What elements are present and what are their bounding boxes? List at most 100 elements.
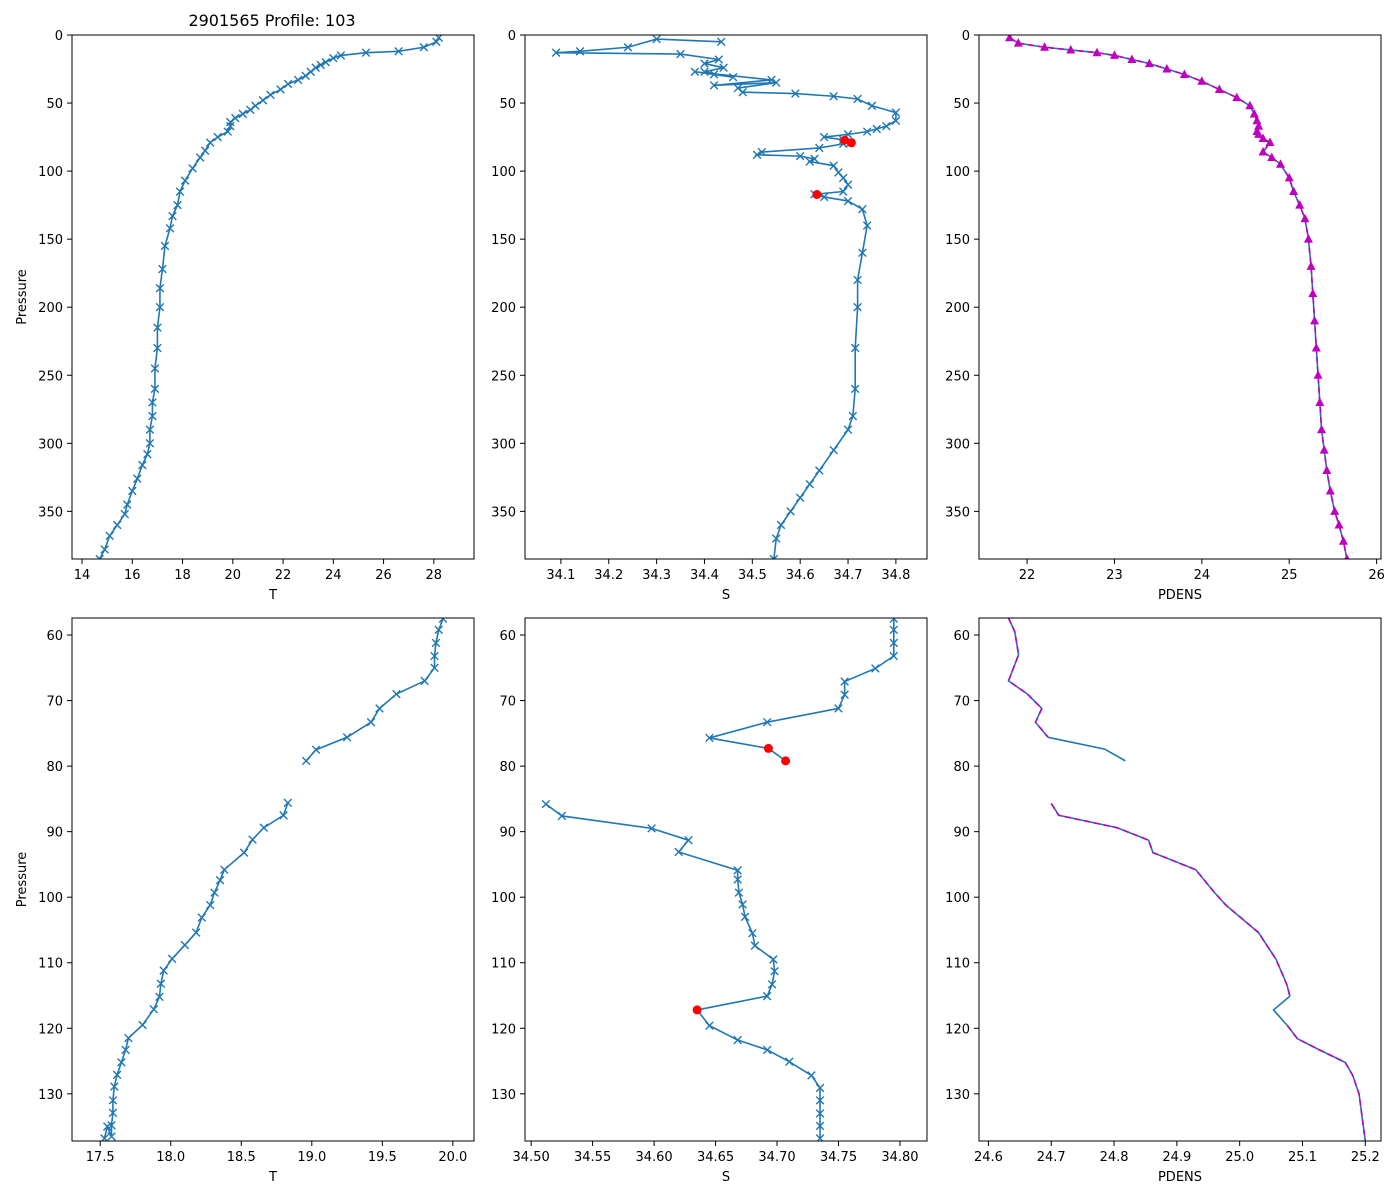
- series-line-dashed: [1050, 803, 1291, 997]
- series-pdens: [1005, 35, 1350, 559]
- x-marker: [700, 67, 709, 77]
- triangle-marker: [1005, 35, 1015, 42]
- x-marker: [138, 1020, 147, 1030]
- triangle-marker: [1276, 159, 1285, 168]
- flag-marker: [812, 190, 822, 200]
- x-tick-label: 34.60: [635, 1150, 672, 1165]
- x-marker: [858, 248, 867, 258]
- series-line: [98, 37, 440, 559]
- triangle-marker: [1197, 76, 1207, 85]
- triangle-marker: [1267, 152, 1277, 161]
- x-marker: [112, 520, 122, 530]
- x-marker: [719, 63, 728, 72]
- x-marker: [762, 717, 772, 727]
- x-marker: [283, 79, 293, 89]
- x-marker: [551, 48, 561, 57]
- x-marker: [805, 479, 815, 489]
- x-tick-label: 24.8: [1100, 1150, 1129, 1165]
- x-marker: [336, 51, 346, 60]
- x-marker: [769, 554, 779, 559]
- flag-marker: [781, 756, 791, 766]
- y-tick-label: 100: [491, 891, 516, 906]
- x-marker: [293, 75, 303, 85]
- x-marker: [248, 835, 257, 844]
- triangle-marker: [1013, 38, 1023, 47]
- triangle-marker: [1109, 50, 1119, 59]
- triangle-marker: [1066, 44, 1076, 54]
- y-tick-label: 60: [953, 629, 970, 644]
- y-tick-label: 90: [499, 826, 516, 841]
- y-tick-label: 120: [491, 1022, 516, 1037]
- x-marker: [858, 204, 867, 214]
- x-marker: [375, 704, 384, 713]
- x-marker: [791, 89, 800, 98]
- triangle-marker: [1214, 84, 1224, 93]
- series-line: [709, 618, 895, 739]
- x-marker: [700, 59, 709, 68]
- x-marker: [430, 651, 439, 661]
- x-tick-label: 34.2: [594, 568, 623, 583]
- x-marker: [149, 1004, 159, 1014]
- series-line: [695, 995, 768, 1027]
- x-axis-label: PDENS: [1158, 588, 1202, 603]
- y-tick-label: 70: [499, 695, 516, 710]
- y-tick-label: 200: [38, 301, 63, 316]
- series-line: [1050, 803, 1291, 997]
- x-marker: [871, 664, 880, 673]
- x-marker: [795, 151, 805, 161]
- y-tick-label: 100: [945, 165, 970, 180]
- x-marker: [652, 35, 661, 44]
- x-tick-label: 34.55: [574, 1150, 611, 1165]
- x-marker: [733, 1035, 742, 1045]
- y-tick-label: 300: [38, 437, 63, 452]
- y-tick-label: 110: [38, 957, 63, 972]
- x-marker: [225, 121, 235, 131]
- x-marker: [167, 954, 177, 964]
- x-marker: [246, 105, 255, 115]
- flag-marker: [846, 138, 856, 148]
- x-marker: [197, 913, 207, 922]
- triangle-marker: [1245, 100, 1255, 110]
- chart-bottom-right: 24.6 24.7 24.8 24.9 25.0 25.1 25.2 60 70 80 90 100 1…: [945, 617, 1382, 1185]
- x-marker: [175, 187, 185, 196]
- x-marker: [889, 618, 899, 623]
- y-tick-label: 350: [491, 505, 516, 520]
- series-line: [709, 737, 787, 762]
- series-line: [545, 803, 776, 997]
- x-marker: [891, 116, 901, 126]
- y-tick-label: 50: [953, 97, 970, 112]
- triangle-marker: [1092, 47, 1102, 57]
- x-marker: [738, 900, 747, 909]
- triangle-marker: [1334, 519, 1344, 529]
- flag-marker: [692, 1005, 702, 1015]
- x-marker: [112, 1070, 122, 1080]
- x-marker: [168, 211, 177, 221]
- series-t: [95, 35, 444, 559]
- x-marker: [815, 1083, 825, 1093]
- x-tick-label: 18.5: [227, 1150, 256, 1165]
- x-marker: [155, 283, 165, 293]
- x-marker: [108, 1108, 118, 1118]
- x-tick-label: 19.5: [368, 1150, 397, 1165]
- x-marker: [575, 47, 585, 56]
- x-marker: [829, 161, 838, 170]
- x-marker: [815, 1121, 825, 1131]
- x-tick-label: 28: [426, 568, 443, 583]
- y-tick-label: 70: [953, 695, 970, 710]
- axes-frame: [71, 617, 475, 1142]
- series-pdens-segment-4: [1272, 995, 1291, 1027]
- x-marker: [128, 486, 137, 496]
- triangle-marker: [1308, 288, 1318, 298]
- x-tick-label: 19.0: [297, 1150, 326, 1165]
- series-flagged: [812, 135, 856, 200]
- x-marker: [767, 980, 777, 989]
- plot-area: [551, 35, 901, 559]
- plot-area: [541, 618, 899, 1141]
- x-marker: [159, 966, 168, 975]
- y-axis-label: Pressure: [15, 269, 30, 325]
- x-marker: [734, 888, 744, 897]
- series-line: [1047, 736, 1126, 762]
- x-tick-label: 34.65: [697, 1150, 734, 1165]
- x-marker: [188, 164, 197, 173]
